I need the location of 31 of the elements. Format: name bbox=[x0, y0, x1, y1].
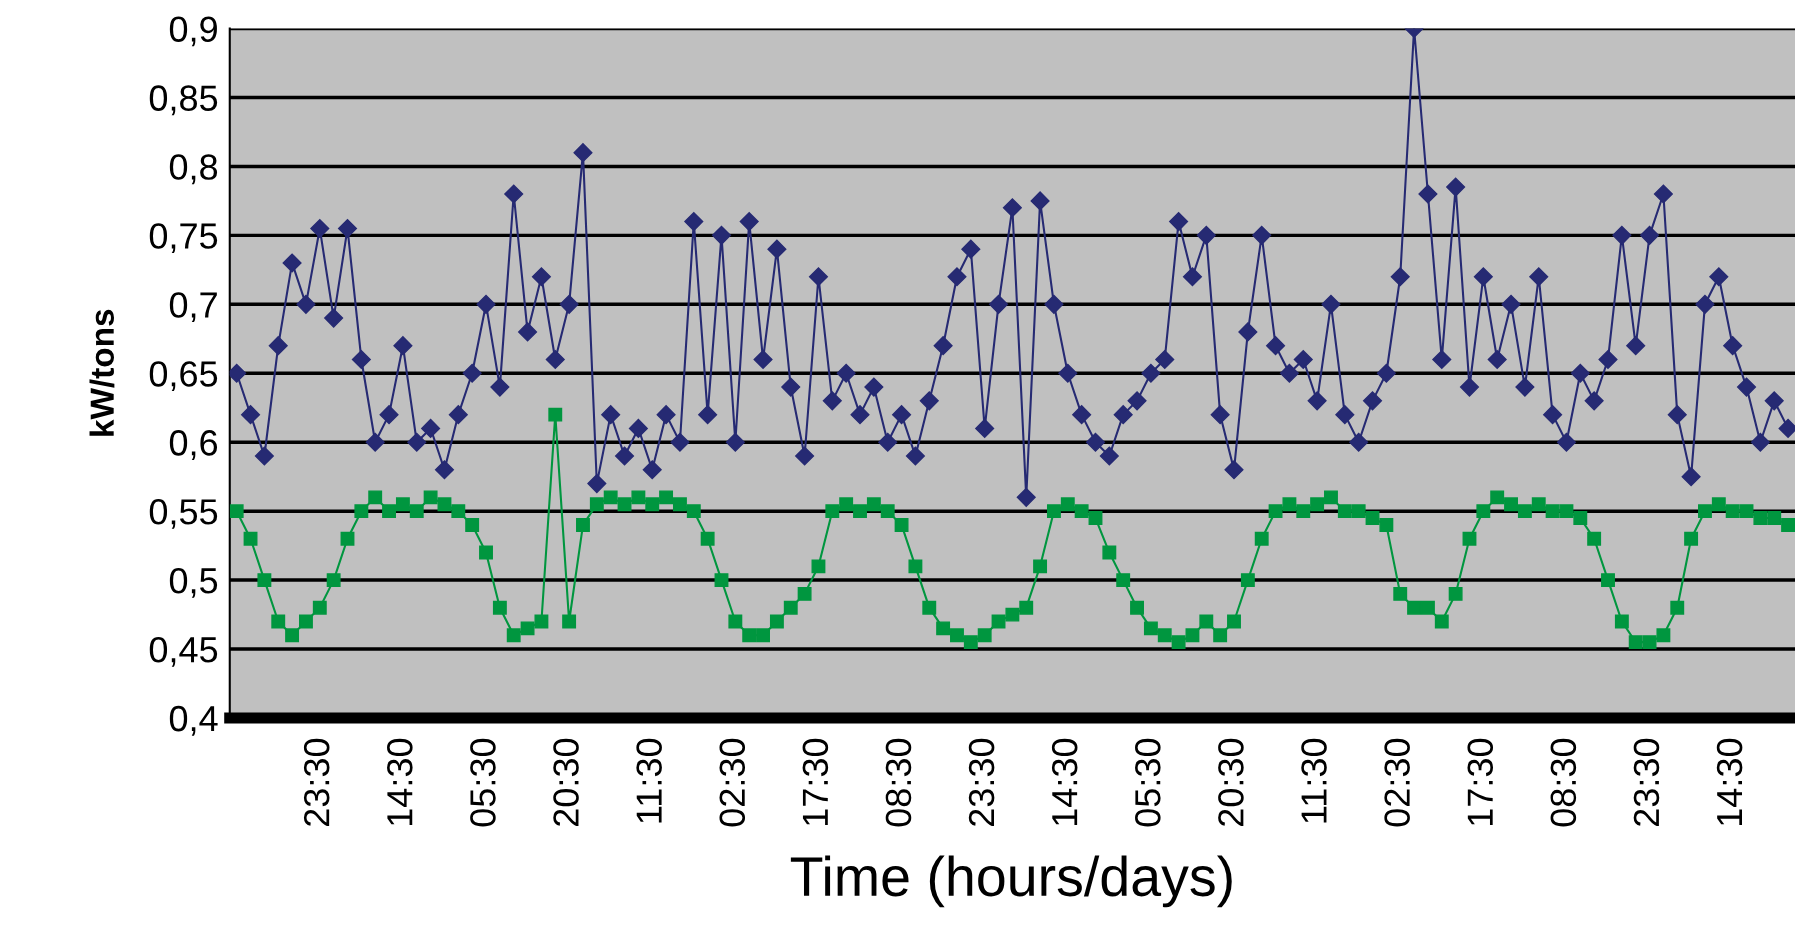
x-tick-label: 14:30 bbox=[1051, 738, 1078, 826]
y-tick-label: 0,65 bbox=[149, 361, 218, 391]
x-axis-title: Time (hours/days) bbox=[790, 855, 1232, 908]
x-tick-label: 05:30 bbox=[1135, 738, 1161, 827]
x-tick-label: 20:30 bbox=[1218, 738, 1244, 826]
x-tick-label: 17:30 bbox=[1467, 738, 1494, 826]
y-tick-label: 0,6 bbox=[169, 430, 218, 460]
y-tick-label: 0,8 bbox=[169, 154, 218, 185]
x-tick-label: 08:30 bbox=[885, 738, 912, 827]
x-tick-label: 20:30 bbox=[553, 738, 579, 826]
x-tick-label: 05:30 bbox=[470, 738, 496, 827]
x-tick-label: 11:30 bbox=[1301, 738, 1327, 823]
y-tick-label: 0,85 bbox=[149, 85, 218, 116]
x-tick-label: 14:30 bbox=[1716, 738, 1743, 826]
x-tick-label: 23:30 bbox=[303, 738, 330, 826]
y-tick-label: 0,7 bbox=[169, 292, 217, 323]
x-tick-label: 23:30 bbox=[968, 738, 995, 826]
x-tick-label: 17:30 bbox=[802, 738, 829, 826]
x-tick-label: 08:30 bbox=[1550, 738, 1577, 827]
x-tick-label: 11:30 bbox=[636, 738, 662, 823]
x-tick-label: 23:30 bbox=[1633, 738, 1660, 826]
y-tick-label: 0,9 bbox=[169, 16, 217, 47]
x-tick-label: 02:30 bbox=[1384, 738, 1410, 827]
y-tick-label: 0,5 bbox=[169, 567, 218, 598]
y-tick-label: 0,45 bbox=[149, 636, 218, 667]
x-tick-label: 02:30 bbox=[719, 738, 746, 827]
y-tick-label: 0,75 bbox=[149, 223, 218, 254]
y-tick-label: 0,4 bbox=[169, 705, 218, 736]
y-axis-title: kW/tons bbox=[89, 309, 115, 436]
x-tick-label: 14:30 bbox=[387, 738, 413, 826]
y-tick-label: 0,55 bbox=[149, 499, 218, 529]
